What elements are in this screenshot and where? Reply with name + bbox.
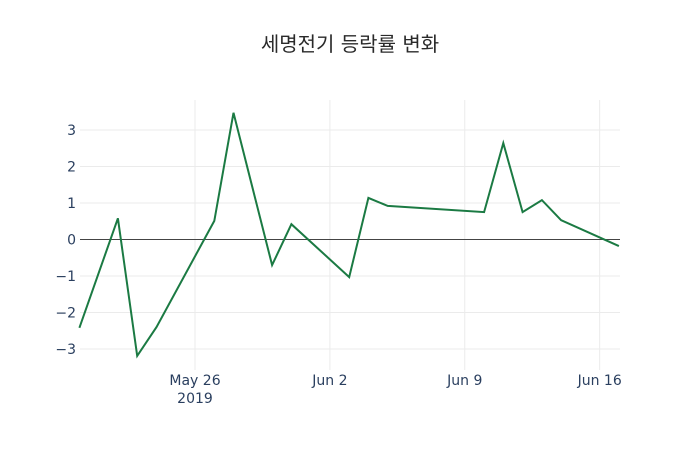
y-tick-label: 0 <box>67 233 76 249</box>
series-line <box>78 112 620 359</box>
x-tick-label: Jun 16 <box>577 373 622 389</box>
y-tick-label: 2 <box>67 160 76 176</box>
y-tick-label: −3 <box>55 342 76 358</box>
gridlines <box>80 100 620 370</box>
x-tick-label: Jun 2 <box>311 373 347 389</box>
x-axis: May 26 Jun 2 Jun 9 Jun 16 2019 <box>169 373 621 407</box>
y-tick-label: −1 <box>55 269 76 285</box>
y-tick-label: −2 <box>55 306 76 322</box>
chart-title: 세명전기 등락률 변화 <box>260 32 440 56</box>
x-year-label: 2019 <box>177 391 213 407</box>
y-tick-label: 3 <box>67 123 76 139</box>
y-axis: 3 2 1 0 −1 −2 −3 <box>55 123 76 358</box>
x-tick-label: Jun 9 <box>446 373 482 389</box>
y-tick-label: 1 <box>67 196 76 212</box>
x-tick-label: May 26 <box>169 373 220 389</box>
